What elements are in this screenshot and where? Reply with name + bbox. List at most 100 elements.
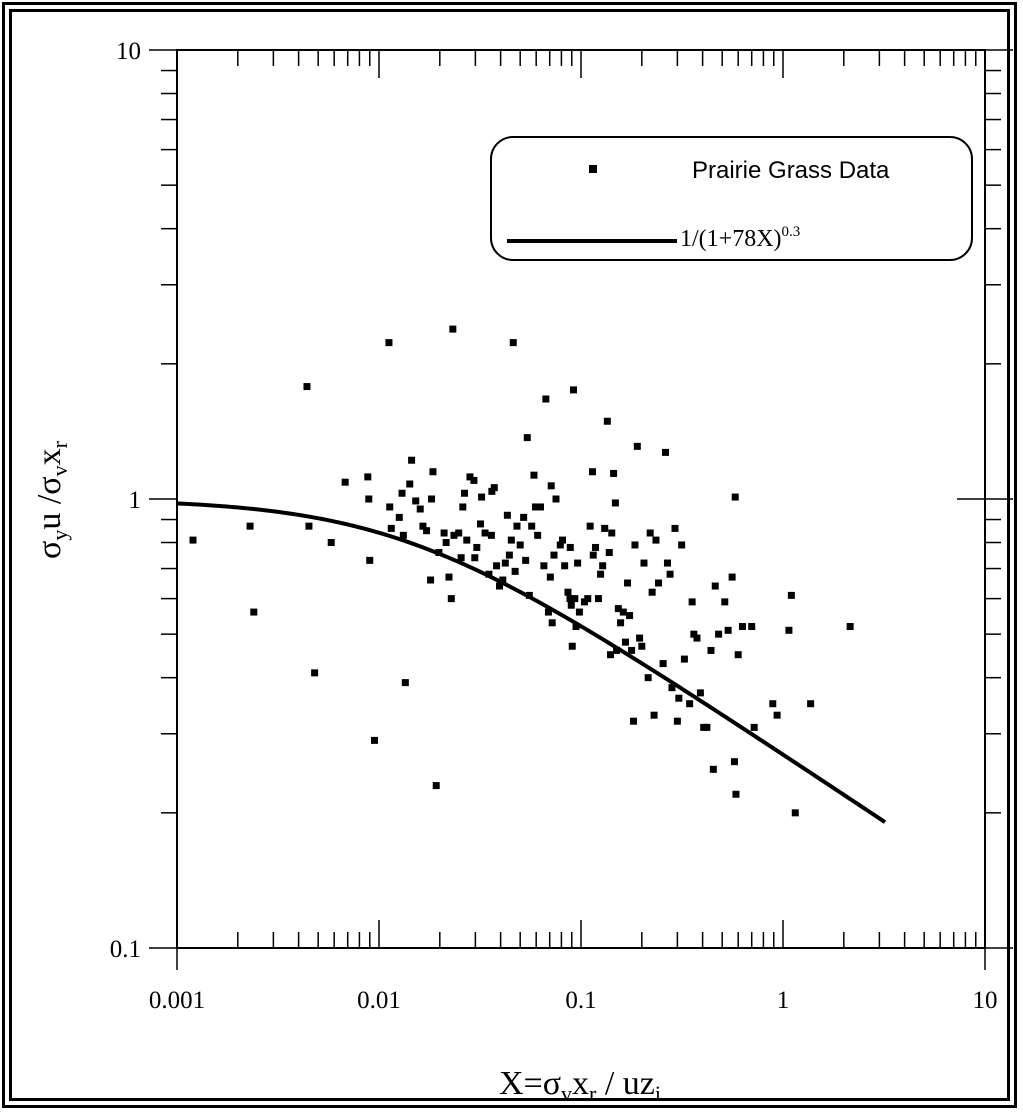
data-point bbox=[496, 582, 504, 590]
x-tick-label: 10 bbox=[973, 987, 998, 1014]
data-point bbox=[791, 809, 799, 817]
data-point bbox=[327, 539, 335, 547]
y-tick-label: 10 bbox=[116, 38, 141, 65]
data-point bbox=[473, 543, 481, 551]
data-point bbox=[613, 646, 621, 654]
data-point bbox=[387, 524, 395, 532]
data-point bbox=[427, 576, 435, 584]
data-point bbox=[584, 595, 592, 603]
data-point bbox=[711, 582, 719, 590]
data-point bbox=[646, 529, 654, 537]
data-point bbox=[650, 711, 658, 719]
data-point bbox=[552, 495, 560, 503]
data-point bbox=[385, 339, 393, 347]
data-point bbox=[621, 638, 629, 646]
data-point bbox=[401, 679, 409, 687]
data-point bbox=[487, 531, 495, 539]
data-point bbox=[561, 562, 569, 570]
data-point bbox=[423, 527, 431, 535]
data-point bbox=[303, 383, 311, 391]
data-point bbox=[364, 473, 372, 481]
data-point bbox=[648, 588, 656, 596]
data-point bbox=[633, 442, 641, 450]
data-point bbox=[597, 570, 605, 578]
data-point bbox=[466, 473, 474, 481]
data-point bbox=[693, 634, 701, 642]
data-point bbox=[440, 529, 448, 537]
fit-curve bbox=[176, 501, 887, 824]
legend-fit-exponent: 0.3 bbox=[782, 224, 801, 240]
data-point bbox=[371, 736, 379, 744]
data-point bbox=[547, 482, 555, 490]
data-point bbox=[638, 642, 646, 650]
data-point bbox=[566, 595, 574, 603]
data-point bbox=[534, 531, 542, 539]
data-point bbox=[459, 503, 467, 511]
data-point bbox=[516, 541, 524, 549]
x-tick-label: 1 bbox=[777, 987, 790, 1014]
data-point bbox=[341, 478, 349, 486]
data-point bbox=[592, 543, 600, 551]
data-point bbox=[686, 700, 694, 708]
data-point bbox=[769, 700, 777, 708]
data-point bbox=[460, 489, 468, 497]
data-point bbox=[445, 573, 453, 581]
data-point bbox=[386, 503, 394, 511]
data-point bbox=[428, 495, 436, 503]
data-point bbox=[536, 503, 544, 511]
data-point bbox=[546, 573, 554, 581]
data-point bbox=[750, 723, 758, 731]
data-point bbox=[644, 674, 652, 682]
data-point bbox=[564, 588, 572, 596]
data-point bbox=[661, 448, 669, 456]
data-point bbox=[559, 536, 567, 544]
data-point bbox=[493, 562, 501, 570]
data-point bbox=[566, 543, 574, 551]
data-point bbox=[617, 619, 625, 627]
data-point bbox=[628, 646, 636, 654]
legend-fit-base: 1/(1+78X) bbox=[680, 226, 782, 252]
data-point bbox=[470, 476, 478, 484]
data-point bbox=[513, 522, 521, 530]
data-point bbox=[663, 559, 671, 567]
data-point bbox=[463, 536, 471, 544]
data-point bbox=[568, 642, 576, 650]
data-point bbox=[601, 524, 609, 532]
data-point bbox=[442, 539, 450, 547]
data-point bbox=[246, 522, 254, 530]
data-point bbox=[450, 531, 458, 539]
legend-dot-marker bbox=[589, 165, 597, 173]
data-point bbox=[732, 790, 740, 798]
data-point bbox=[673, 717, 681, 725]
data-point bbox=[520, 513, 528, 521]
data-point bbox=[478, 493, 486, 501]
data-point bbox=[785, 626, 793, 634]
data-point bbox=[734, 651, 742, 659]
data-point bbox=[738, 623, 746, 631]
data-point bbox=[666, 570, 674, 578]
data-point bbox=[531, 503, 539, 511]
data-point bbox=[640, 559, 648, 567]
data-point bbox=[731, 493, 739, 501]
data-point bbox=[721, 598, 729, 606]
data-point bbox=[416, 505, 424, 513]
data-point bbox=[432, 782, 440, 790]
legend-box bbox=[490, 136, 973, 261]
data-point bbox=[189, 536, 197, 544]
data-point bbox=[548, 619, 556, 627]
data-point bbox=[488, 487, 496, 495]
data-point bbox=[707, 646, 715, 654]
data-point bbox=[619, 608, 627, 616]
data-point bbox=[523, 434, 531, 442]
data-point bbox=[511, 567, 519, 575]
data-point bbox=[652, 536, 660, 544]
data-point bbox=[678, 541, 686, 549]
data-point bbox=[631, 541, 639, 549]
data-point bbox=[509, 339, 517, 347]
data-point bbox=[655, 579, 663, 587]
data-point bbox=[455, 529, 463, 537]
data-point bbox=[610, 469, 618, 477]
x-tick-label: 0.1 bbox=[565, 987, 596, 1014]
data-point bbox=[457, 554, 465, 562]
